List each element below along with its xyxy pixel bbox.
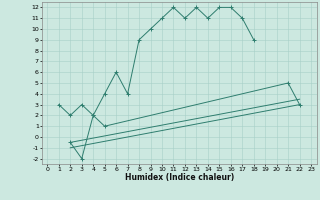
X-axis label: Humidex (Indice chaleur): Humidex (Indice chaleur) xyxy=(124,173,234,182)
